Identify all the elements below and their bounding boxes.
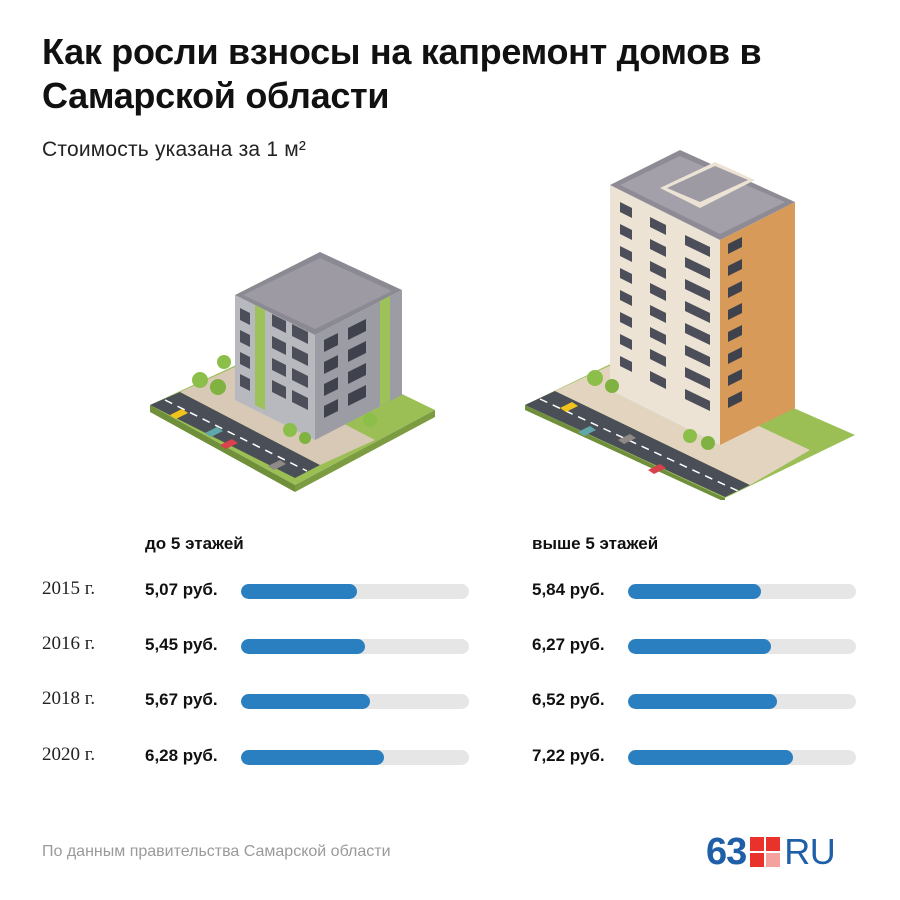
bar: [628, 584, 761, 599]
bar: [241, 639, 365, 654]
series-label-high-rise: выше 5 этажей: [532, 534, 659, 553]
logo-number: 63: [706, 831, 747, 873]
bar-track: [628, 694, 856, 709]
bar-value-label: 7,22 руб.: [532, 746, 605, 765]
year-label: 2016 г.: [42, 633, 96, 654]
bar-value-label: 6,52 руб.: [532, 690, 605, 709]
bar-value-label: 5,45 руб.: [145, 635, 218, 654]
bar-value-label: 5,84 руб.: [532, 580, 605, 599]
year-label: 2015 г.: [42, 578, 96, 599]
series-label-low-rise: до 5 этажей: [145, 534, 244, 553]
low-rise-building-illustration: [150, 252, 435, 492]
bar: [628, 750, 793, 765]
bar-track: [241, 694, 469, 709]
bar: [628, 694, 777, 709]
bar-value-label: 6,28 руб.: [145, 746, 218, 765]
bar-value-label: 5,07 руб.: [145, 580, 218, 599]
logo-square-icon: [750, 837, 781, 867]
bar: [628, 639, 771, 654]
year-label: 2020 г.: [42, 744, 96, 765]
source-note: По данным правительства Самарской област…: [42, 843, 391, 860]
logo-suffix: RU: [784, 831, 836, 872]
page-subtitle: Стоимость указана за 1 м²: [42, 138, 307, 161]
high-rise-building-illustration: [525, 150, 855, 500]
bar: [241, 584, 357, 599]
bar-track: [628, 584, 856, 599]
bar-track: [628, 750, 856, 765]
bar-track: [241, 639, 469, 654]
page-title: Как росли взносы на капремонт домов в Са…: [42, 31, 762, 116]
bar-track: [241, 750, 469, 765]
site-logo: 63 RU: [706, 831, 836, 873]
bar-value-label: 5,67 руб.: [145, 690, 218, 709]
bar-track: [628, 639, 856, 654]
bar: [241, 750, 384, 765]
year-label: 2018 г.: [42, 688, 96, 709]
bar: [241, 694, 370, 709]
bar-track: [241, 584, 469, 599]
bar-value-label: 6,27 руб.: [532, 635, 605, 654]
